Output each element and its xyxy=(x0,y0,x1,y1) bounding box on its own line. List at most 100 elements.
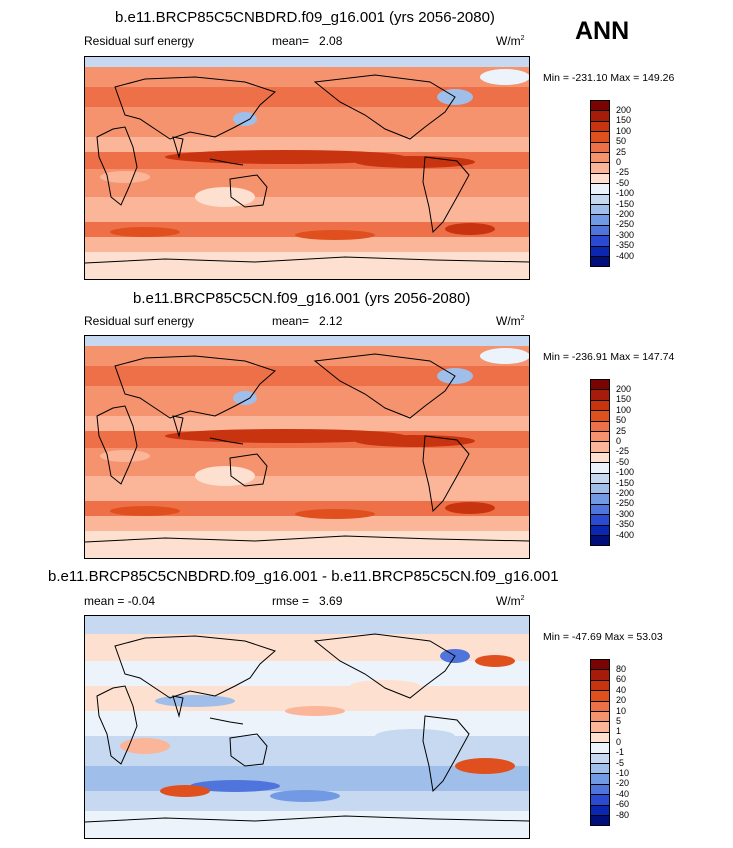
field-blob xyxy=(195,187,255,207)
panel-3-title: b.e11.BRCP85C5CNBDRD.f09_g16.001 - b.e11… xyxy=(48,568,559,585)
panel-2-title: b.e11.BRCP85C5CN.f09_g16.001 (yrs 2056-2… xyxy=(133,290,471,307)
field-band xyxy=(85,531,529,558)
field-blob xyxy=(345,199,425,215)
field-band xyxy=(85,766,529,791)
field-blob xyxy=(190,780,280,792)
field-band xyxy=(85,366,529,386)
coastline xyxy=(313,353,456,419)
field-band xyxy=(85,87,529,107)
panel-1-variable-label: Residual surf energy xyxy=(84,34,195,48)
field-blob xyxy=(160,785,210,797)
colorbar-swatch xyxy=(590,256,610,268)
colorbar-label: 25 xyxy=(616,425,627,436)
panel-3-map xyxy=(84,615,530,839)
field-band xyxy=(85,67,529,87)
panel-3-units: W/m2 xyxy=(496,594,525,608)
field-band xyxy=(85,336,529,346)
colorbar-label: 5 xyxy=(616,715,622,726)
colorbar-label: 100 xyxy=(616,404,632,415)
coastline xyxy=(313,74,456,140)
coastline xyxy=(313,633,456,699)
field-blob xyxy=(350,680,420,692)
colorbar-label: -150 xyxy=(616,198,635,209)
field-blob xyxy=(355,156,475,168)
field-band xyxy=(85,811,529,838)
field-band xyxy=(85,107,529,137)
colorbar-label: -350 xyxy=(616,240,635,251)
panel-2-variable-label: Residual surf energy xyxy=(84,314,195,328)
colorbar-label: -100 xyxy=(616,188,635,199)
colorbar-swatch xyxy=(590,815,610,827)
panel-1-map xyxy=(84,56,530,280)
field-blob xyxy=(165,429,405,443)
colorbar-label: 200 xyxy=(616,383,632,394)
colorbar-label: -200 xyxy=(616,487,635,498)
colorbar-label: -400 xyxy=(616,250,635,261)
coastline xyxy=(172,695,184,718)
field-band xyxy=(85,169,529,197)
field-band xyxy=(85,661,529,686)
colorbar-label: 60 xyxy=(616,674,627,685)
coastline xyxy=(114,355,276,419)
colorbar-label: 200 xyxy=(616,104,632,115)
field-blob xyxy=(355,435,475,447)
colorbar-label: -50 xyxy=(616,177,630,188)
panel-1-minmax: Min = -231.10 Max = 149.26 xyxy=(543,72,675,84)
field-blob xyxy=(375,729,455,743)
field-blob xyxy=(165,150,405,164)
colorbar-label: -25 xyxy=(616,167,630,178)
colorbar-label: -250 xyxy=(616,498,635,509)
panel-1-mean-value: 2.08 xyxy=(319,34,343,48)
panel-1-units: W/m2 xyxy=(496,34,525,48)
coastline xyxy=(209,437,244,445)
field-band xyxy=(85,137,529,152)
colorbar-label: 1 xyxy=(616,726,622,737)
panel-2-mean-label: mean= xyxy=(272,314,310,328)
field-blob xyxy=(110,506,180,516)
panel-2-minmax: Min = -236.91 Max = 147.74 xyxy=(543,351,675,363)
field-blob xyxy=(455,758,515,774)
colorbar-label: 40 xyxy=(616,684,627,695)
colorbar-label: 0 xyxy=(616,156,622,167)
colorbar-label: -100 xyxy=(616,467,635,478)
field-band xyxy=(85,416,529,431)
field-blob xyxy=(100,450,150,462)
panel-1-mean-label: mean= xyxy=(272,34,310,48)
panel-1-title: b.e11.BRCP85C5CNBDRD.f09_g16.001 (yrs 20… xyxy=(115,9,495,26)
field-blob xyxy=(195,466,255,486)
colorbar-label: -10 xyxy=(616,767,630,778)
colorbar-label: -400 xyxy=(616,529,635,540)
coastline xyxy=(229,174,268,208)
field-blob xyxy=(445,502,495,514)
panel-3-rmse-value: 3.69 xyxy=(319,594,343,608)
colorbar-label: -25 xyxy=(616,446,630,457)
coastline xyxy=(96,685,138,765)
field-blob xyxy=(345,478,425,494)
coastline xyxy=(85,815,529,823)
field-band xyxy=(85,516,529,531)
colorbar-label: 150 xyxy=(616,394,632,405)
field-blob xyxy=(475,655,515,667)
panel-2-map-field xyxy=(85,336,529,558)
coastline xyxy=(422,435,470,513)
field-blob xyxy=(110,227,180,237)
coastline xyxy=(229,733,268,767)
field-blob xyxy=(233,112,257,126)
colorbar-label: -60 xyxy=(616,799,630,810)
field-band xyxy=(85,237,529,252)
colorbar-label: 10 xyxy=(616,705,627,716)
field-band xyxy=(85,616,529,634)
colorbar-label: 80 xyxy=(616,663,627,674)
colorbar-label: 20 xyxy=(616,695,627,706)
field-blob xyxy=(480,348,529,364)
colorbar-label: -50 xyxy=(616,456,630,467)
coastline xyxy=(172,415,184,438)
coastline xyxy=(172,136,184,159)
colorbar-label: -300 xyxy=(616,508,635,519)
panel-3-minmax: Min = -47.69 Max = 53.03 xyxy=(543,631,663,643)
colorbar-label: -200 xyxy=(616,208,635,219)
field-blob xyxy=(295,509,375,519)
colorbar-label: 0 xyxy=(616,736,622,747)
field-blob xyxy=(233,391,257,405)
colorbar-label: -1 xyxy=(616,747,625,758)
